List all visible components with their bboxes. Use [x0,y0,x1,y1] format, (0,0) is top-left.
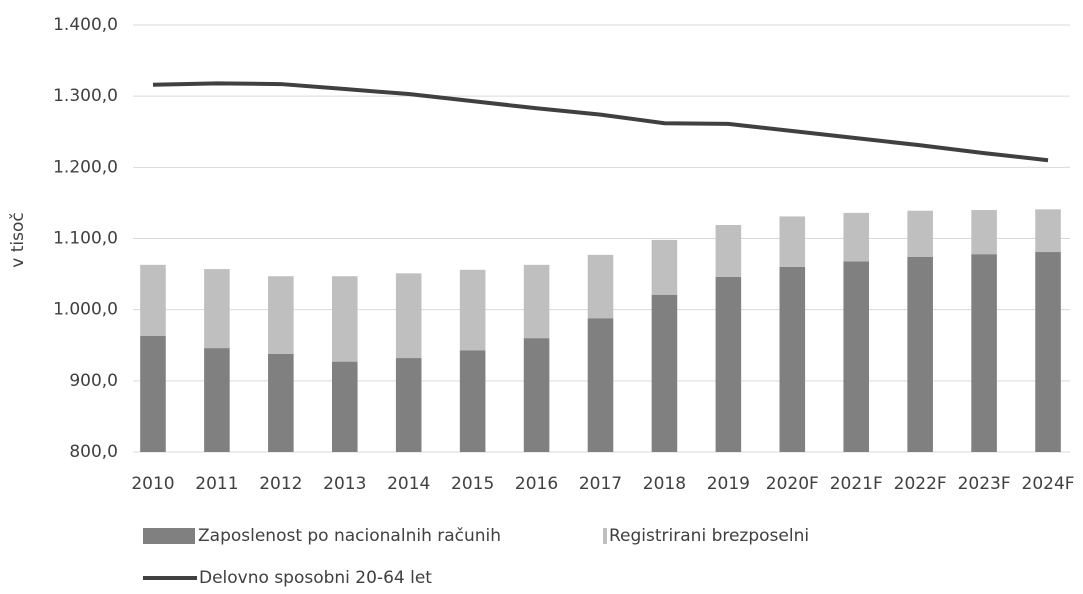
y-tick-label: 1.000,0 [53,300,118,320]
y-tick-label: 1.400,0 [53,15,118,35]
y-tick-label: 800,0 [69,442,118,462]
bar [907,257,933,452]
x-tick-label: 2012 [259,474,302,494]
legend-label: Delovno sposobni 20-64 let [199,568,432,588]
y-axis-label: v tisoč [8,212,28,267]
bar [331,276,358,362]
y-tick-label: 1.200,0 [53,157,118,177]
bar [971,254,997,452]
bar [715,224,742,277]
legend-swatch [143,528,195,544]
bar [651,239,678,295]
bar [395,358,422,452]
bar [1035,252,1061,452]
bar [651,294,678,452]
x-tick-label: 2024F [1022,474,1075,494]
bar [843,261,870,452]
bar [331,361,358,452]
x-tick-label: 2016 [515,474,558,494]
bar [459,350,486,452]
bar [204,348,230,452]
x-tick-label: 2019 [707,474,750,494]
x-tick-label: 2011 [195,474,238,494]
x-tick-label: 2013 [323,474,366,494]
y-tick-label: 1.100,0 [53,229,118,249]
bar [140,335,166,452]
legend-label: Registrirani brezposelni [609,526,809,546]
bar [268,276,294,354]
x-tick-label: 2022F [894,474,947,494]
x-tick-label: 2020F [766,474,819,494]
bar [715,276,742,452]
legend-label: Zaposlenost po nacionalnih računih [198,526,501,546]
x-tick-label: 2023F [958,474,1011,494]
bar [204,269,230,349]
bar [395,273,422,359]
y-tick-label: 900,0 [69,371,118,391]
bar [1035,209,1061,253]
bar [587,318,614,452]
y-tick-label: 1.300,0 [53,86,118,106]
bar [459,269,486,351]
bar [779,216,806,267]
bar [523,264,550,339]
x-tick-label: 2021F [830,474,883,494]
bar [523,338,550,452]
bar [843,212,870,262]
bar [268,353,294,452]
bar [907,210,933,258]
x-tick-label: 2017 [579,474,622,494]
bar [779,266,806,452]
line [152,81,1049,163]
x-tick-label: 2018 [643,474,686,494]
x-tick-label: 2014 [387,474,430,494]
x-tick-label: 2015 [451,474,494,494]
bar [587,254,614,319]
legend-swatch [603,528,607,544]
x-tick-label: 2010 [131,474,174,494]
bar [971,210,997,255]
bar [140,264,166,336]
